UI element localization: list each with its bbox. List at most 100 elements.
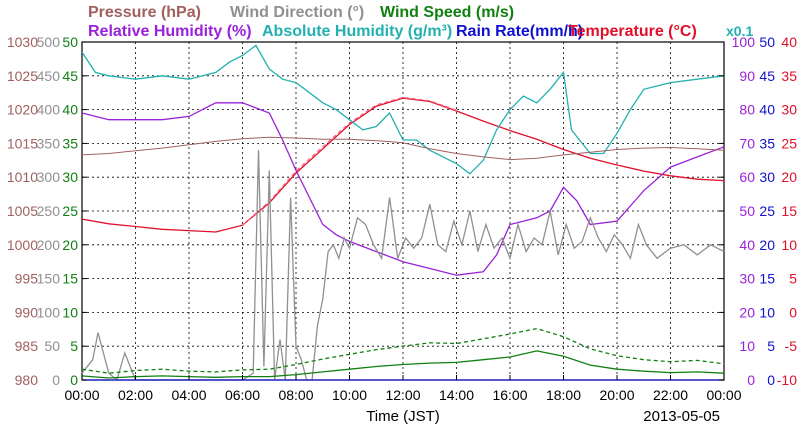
legend-item: Relative Humidity (%) (88, 23, 252, 40)
y-tick-label: 50 (62, 34, 78, 50)
x-tick-label: 04:00 (171, 387, 206, 403)
y-tick-label: 90 (739, 68, 755, 84)
y-tick-label: 995 (15, 271, 39, 287)
y-tick-label: 500 (37, 34, 61, 50)
legend-item: Pressure (hPa) (88, 4, 201, 21)
legend-item: Wind Direction (°) (230, 4, 364, 21)
y-tick-label: 0 (747, 372, 755, 388)
y-tick-label: 10 (759, 304, 775, 320)
x-tick-label: 00:00 (706, 387, 741, 403)
y-tick-label: 450 (37, 68, 61, 84)
y-tick-label: 35 (781, 68, 797, 84)
y-tick-label: 45 (759, 68, 775, 84)
abs-humidity-scale-note: x0.1 (726, 23, 753, 39)
x-tick-label: 08:00 (278, 387, 313, 403)
y-tick-label: 40 (62, 102, 78, 118)
legend-item: Wind Speed (m/s) (380, 4, 514, 21)
y-tick-label: 10 (781, 237, 797, 253)
y-tick-label: 5 (70, 338, 78, 354)
y-tick-label: 250 (37, 203, 61, 219)
y-tick-label: 200 (37, 237, 61, 253)
y-tick-label: 0 (767, 372, 775, 388)
legend-item: Absolute Humidity (g/m³) (262, 23, 452, 40)
y-tick-label: 50 (739, 203, 755, 219)
y-tick-label: -10 (777, 372, 797, 388)
y-tick-label: 20 (759, 237, 775, 253)
y-tick-label: 1005 (7, 203, 38, 219)
y-tick-label: 1010 (7, 169, 38, 185)
y-tick-label: 25 (62, 203, 78, 219)
series-line (81, 327, 725, 374)
y-tick-label: 35 (62, 135, 78, 151)
y-tick-label: 985 (15, 338, 39, 354)
y-tick-label: 1015 (7, 135, 38, 151)
y-tick-label: 40 (781, 34, 797, 50)
series-line (81, 97, 725, 233)
y-tick-label: 100 (732, 34, 756, 50)
x-tick-label: 14:00 (439, 387, 474, 403)
y-tick-label: 980 (15, 372, 39, 388)
date-label: 2013-05-05 (643, 408, 720, 425)
x-tick-label: 22:00 (653, 387, 688, 403)
y-tick-label: 60 (739, 169, 755, 185)
y-tick-label: 30 (739, 271, 755, 287)
x-axis: 00:00 02:00 04:00 06:00 08:00 10:00 12:00 14:00… (64, 375, 742, 403)
y-tick-label: 25 (759, 203, 775, 219)
y-tick-label: 5 (789, 271, 797, 287)
legend-item: Rain Rate(mm/h) (456, 23, 583, 40)
y-tick-label: -5 (785, 338, 798, 354)
y-tick-label: 10 (62, 304, 78, 320)
y-tick-label: 990 (15, 304, 39, 320)
y-tick-label: 20 (739, 304, 755, 320)
y-tick-label: 70 (739, 135, 755, 151)
series-line (81, 44, 725, 175)
x-tick-label: 02:00 (118, 387, 153, 403)
x-tick-label: 00:00 (64, 387, 99, 403)
y-tick-label: 15 (781, 203, 797, 219)
y-tick-label: 400 (37, 102, 61, 118)
y-tick-label: 50 (44, 338, 60, 354)
y-tick-label: 30 (759, 169, 775, 185)
y-tick-label: 40 (739, 237, 755, 253)
y-tick-label: 80 (739, 102, 755, 118)
x-tick-label: 06:00 (225, 387, 260, 403)
y-tick-label: 1020 (7, 102, 38, 118)
y-tick-label: 350 (37, 135, 61, 151)
legend-item: Temperature (°C) (568, 23, 697, 40)
y-tick-label: 0 (70, 372, 78, 388)
y-tick-label: 150 (37, 271, 61, 287)
y-tick-label: 30 (781, 102, 797, 118)
series-line (81, 102, 725, 276)
y-tick-label: 100 (37, 304, 61, 320)
y-tick-label: 5 (767, 338, 775, 354)
y-tick-label: 1000 (7, 237, 38, 253)
y-tick-label: 300 (37, 169, 61, 185)
y-tick-label: 30 (62, 169, 78, 185)
x-tick-label: 10:00 (332, 387, 367, 403)
y-tick-label: 25 (781, 135, 797, 151)
series-line (81, 136, 725, 161)
x-tick-label: 20:00 (599, 387, 634, 403)
series-line (81, 150, 725, 382)
x-tick-label: 12:00 (385, 387, 420, 403)
y-axes: 1030102510201015101010051000995990985980… (7, 34, 797, 388)
y-tick-label: 15 (62, 271, 78, 287)
y-tick-label: 35 (759, 135, 775, 151)
x-tick-label: 16:00 (492, 387, 527, 403)
legend: Pressure (hPa) Wind Direction (°) Wind Spe… (88, 4, 753, 40)
y-tick-label: 1025 (7, 68, 38, 84)
y-tick-label: 45 (62, 68, 78, 84)
x-tick-label: 18:00 (546, 387, 581, 403)
y-tick-label: 50 (759, 34, 775, 50)
y-tick-label: 0 (52, 372, 60, 388)
y-tick-label: 10 (739, 338, 755, 354)
x-axis-title: Time (JST) (366, 408, 440, 425)
y-tick-label: 0 (789, 304, 797, 320)
y-tick-label: 1030 (7, 34, 38, 50)
y-tick-label: 40 (759, 102, 775, 118)
y-tick-label: 20 (781, 169, 797, 185)
y-tick-label: 20 (62, 237, 78, 253)
y-tick-label: 15 (759, 271, 775, 287)
series-line (242, 96, 457, 226)
